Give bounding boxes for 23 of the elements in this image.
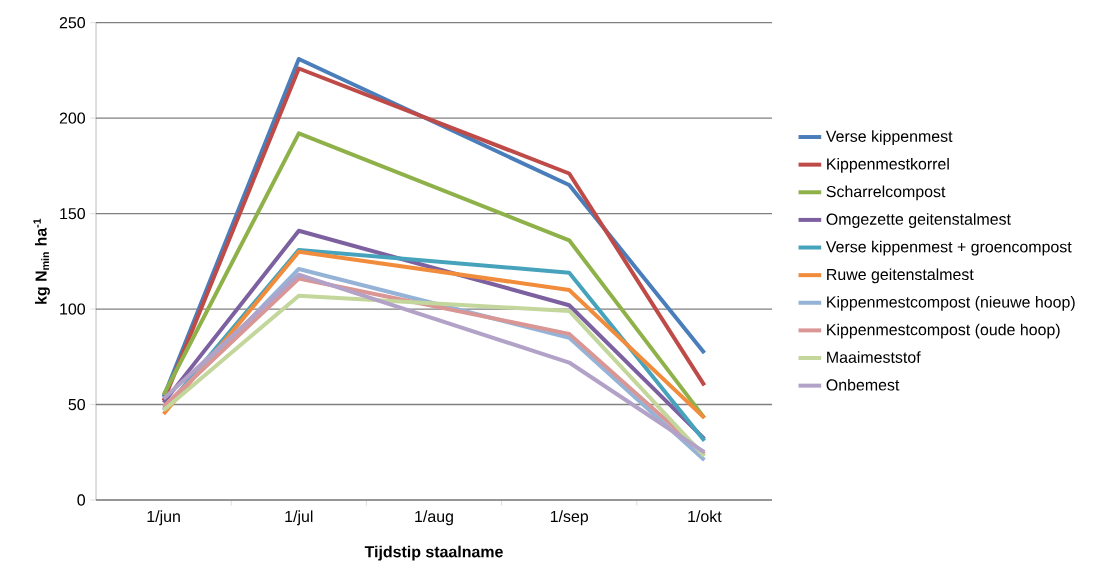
y-tick-label: 250 <box>59 17 86 29</box>
legend-label: Scharrelcompost <box>826 185 946 201</box>
legend-label: Kippenmestcompost (oude hoop) <box>827 323 1060 339</box>
x-tick-label: 1/sep <box>550 510 589 526</box>
x-tick-label: 1/okt <box>688 510 722 523</box>
y-tick-label: 0 <box>77 494 86 506</box>
legend-label: Omgezette geitenstalmest <box>826 213 1011 228</box>
x-tick-label: 1/jul <box>285 510 313 526</box>
legend-label: Verse kippenmest + groencompost <box>825 240 1072 256</box>
y-axis-title: kg N$_{min}$ ha$^{-1}$ <box>33 218 50 304</box>
x-tick-label: 1/aug <box>415 510 453 526</box>
y-tick-label: 200 <box>59 112 86 124</box>
legend-label: Verse kippenmest <box>825 130 953 146</box>
y-tick-label: 50 <box>68 398 86 411</box>
legend-label: Onbemest <box>826 378 900 391</box>
y-tick-label: 100 <box>60 303 86 315</box>
x-axis-title: Tijdstip staalname <box>364 545 503 561</box>
y-tick-label: 150 <box>60 207 86 220</box>
legend-label: Ruwe geitenstalmest <box>827 268 974 284</box>
legend-label: Maaimeststof <box>827 351 921 363</box>
legend-label: Kippenmestkorrel <box>827 157 949 173</box>
x-tick-label: 1/jun <box>147 510 180 526</box>
legend-label: Kippenmestcompost (nieuwe hoop) <box>827 296 1075 311</box>
